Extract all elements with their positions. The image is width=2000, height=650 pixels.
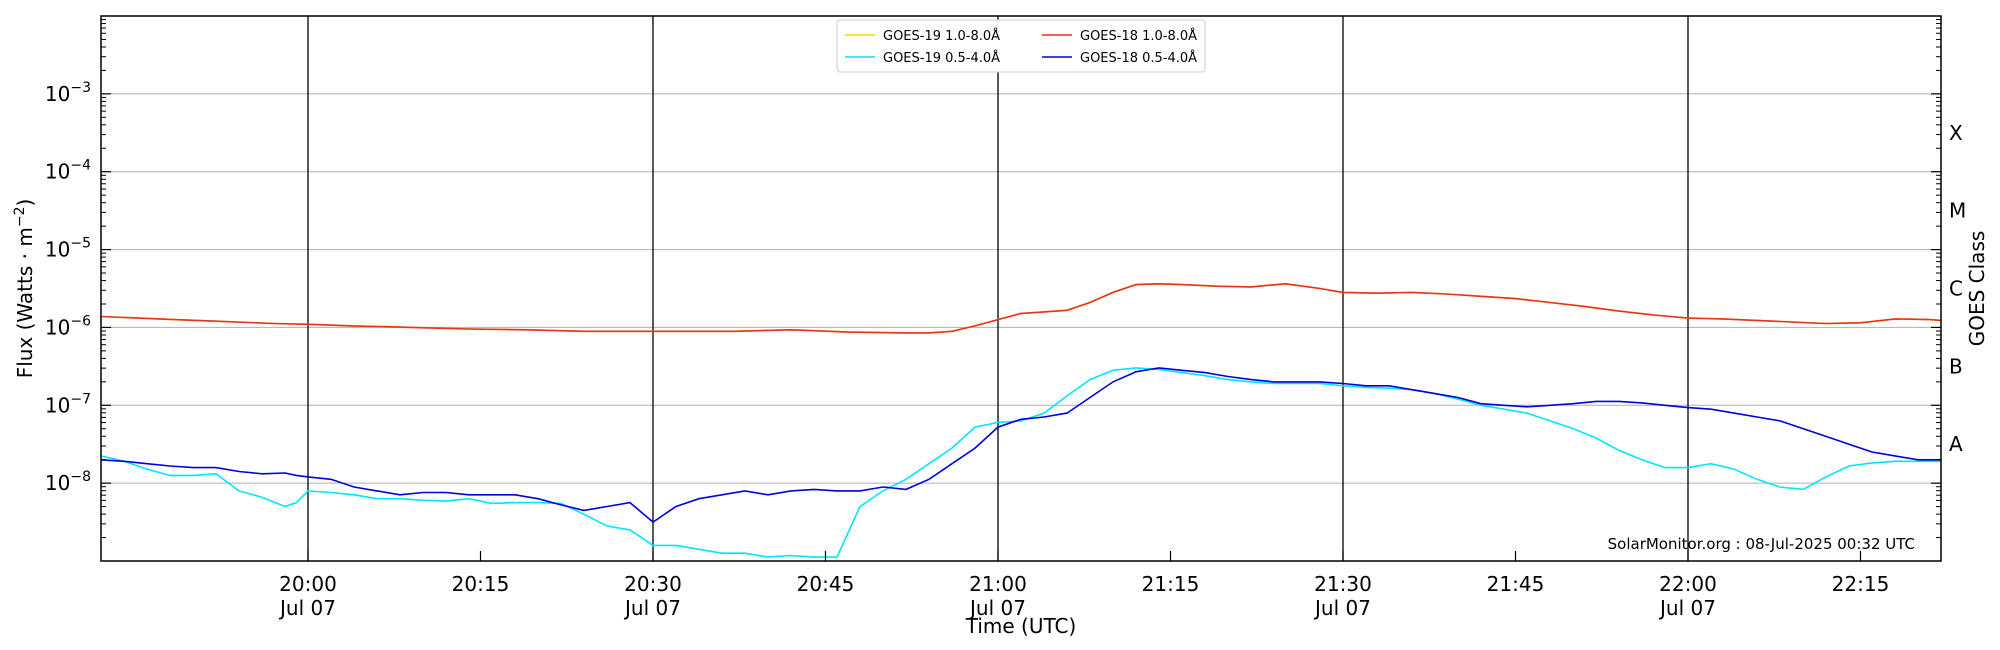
x-tick-label-time: 20:15 bbox=[452, 572, 510, 596]
y-tick-label: 10−8 bbox=[45, 469, 91, 495]
goes-class-labels: A B C M X bbox=[1949, 121, 1966, 456]
x-tick-label-time: 22:00 bbox=[1659, 572, 1717, 596]
y-axis-title-main: Flux (Watts · m bbox=[13, 227, 37, 378]
x-tick-label-time: 22:15 bbox=[1832, 572, 1890, 596]
x-tick-label-time: 20:45 bbox=[797, 572, 855, 596]
goes-class-label: X bbox=[1949, 121, 1963, 145]
y-tick-label: 10−4 bbox=[45, 158, 91, 184]
series-line bbox=[101, 367, 1941, 558]
x-tick-label-date: Jul 07 bbox=[623, 596, 681, 620]
x-tick-label-time: 21:45 bbox=[1487, 572, 1545, 596]
y-tick-labels: 10−8 10−7 10−6 10−5 10−4 10−3 bbox=[45, 80, 91, 495]
legend-box bbox=[836, 19, 1206, 73]
series-line bbox=[101, 367, 1941, 524]
series-layer bbox=[101, 282, 1941, 558]
goes-class-label: M bbox=[1949, 199, 1966, 223]
x-tick-label-time: 21:15 bbox=[1142, 572, 1200, 596]
goes-class-label: C bbox=[1949, 277, 1963, 301]
y-tick-label: 10−7 bbox=[45, 391, 91, 417]
x-tick-label-date: Jul 07 bbox=[968, 596, 1026, 620]
goes-class-label: A bbox=[1949, 432, 1963, 456]
x-axis-title: Time (UTC) bbox=[965, 614, 1077, 638]
x-tick-label-date: Jul 07 bbox=[1313, 596, 1371, 620]
x-tick-label-date: Jul 07 bbox=[278, 596, 336, 620]
legend-label: GOES-19 0.5-4.0Å bbox=[883, 50, 1000, 66]
x-tick-label-date: Jul 07 bbox=[1658, 596, 1716, 620]
goes-class-axis-title: GOES Class bbox=[1965, 231, 1989, 347]
goes-class-label: B bbox=[1949, 354, 1963, 378]
vertical-time-lines bbox=[307, 16, 1689, 561]
y-axis-title-exponent: −2 bbox=[12, 207, 28, 228]
legend-label: GOES-18 1.0-8.0Å bbox=[1080, 28, 1197, 44]
grid-layer bbox=[101, 93, 1941, 484]
x-tick-label-time: 20:30 bbox=[624, 572, 682, 596]
y-tick-label: 10−5 bbox=[45, 236, 91, 262]
legend-label: GOES-18 0.5-4.0Å bbox=[1080, 50, 1197, 66]
series-line bbox=[101, 282, 1941, 334]
y-tick-label: 10−6 bbox=[45, 313, 91, 339]
y-axis-title: Flux (Watts · m−2) bbox=[12, 199, 37, 379]
x-tick-label-time: 21:00 bbox=[969, 572, 1027, 596]
y-axis-title-close: ) bbox=[13, 199, 37, 207]
y-tick-label: 10−3 bbox=[45, 80, 91, 106]
plot-frame bbox=[100, 15, 1942, 562]
legend: GOES-19 1.0-8.0Å GOES-19 0.5-4.0Å GOES-18 … bbox=[836, 19, 1206, 73]
credit-text: SolarMonitor.org : 08-Jul-2025 00:32 UTC bbox=[1608, 535, 1915, 553]
series-line bbox=[101, 282, 1941, 334]
legend-label: GOES-19 1.0-8.0Å bbox=[883, 28, 1000, 44]
x-tick-label-time: 20:00 bbox=[279, 572, 337, 596]
tick-layer bbox=[101, 19, 1941, 561]
x-tick-label-time: 21:30 bbox=[1314, 572, 1372, 596]
